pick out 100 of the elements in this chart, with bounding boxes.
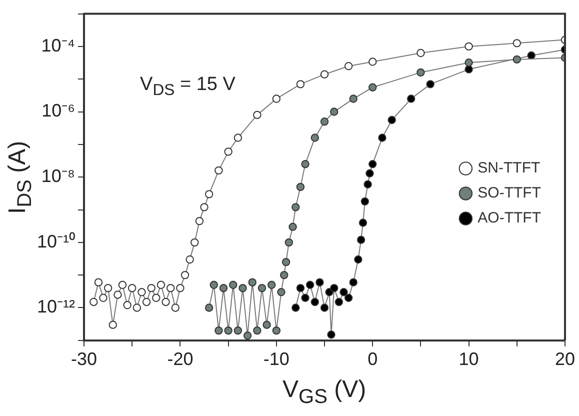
point <box>253 326 262 335</box>
x-tick-label: 20 <box>554 349 576 370</box>
point <box>123 301 132 310</box>
point <box>128 284 136 292</box>
point <box>292 304 300 312</box>
point <box>118 280 127 290</box>
point <box>368 160 377 168</box>
point <box>356 236 366 244</box>
point <box>94 278 103 286</box>
point <box>195 216 204 226</box>
point <box>349 94 358 103</box>
point <box>138 288 146 296</box>
point <box>320 70 329 78</box>
point <box>243 332 252 340</box>
point <box>406 94 416 103</box>
point <box>248 278 256 286</box>
point <box>176 284 184 292</box>
point <box>132 304 142 312</box>
point <box>368 58 377 66</box>
x-axis-title: V$_{GS}$ (V) <box>282 376 366 409</box>
point <box>320 304 329 312</box>
point <box>224 326 232 335</box>
point <box>296 182 305 192</box>
x-tick-label: 10 <box>458 349 479 370</box>
point <box>238 284 247 292</box>
point <box>284 238 294 247</box>
point <box>327 330 336 339</box>
point <box>200 203 208 212</box>
point <box>464 42 473 51</box>
point <box>301 294 310 302</box>
point <box>296 284 305 292</box>
point <box>512 39 521 48</box>
point <box>330 284 338 292</box>
point <box>108 320 117 329</box>
point <box>99 294 108 302</box>
point <box>464 65 473 74</box>
point <box>180 270 190 280</box>
point <box>354 255 362 264</box>
point <box>296 80 305 88</box>
point <box>366 169 374 178</box>
point <box>224 148 232 156</box>
point <box>310 298 319 306</box>
point <box>340 288 348 296</box>
point <box>234 134 242 142</box>
point <box>360 197 370 206</box>
point <box>277 288 286 296</box>
point <box>210 280 218 290</box>
point <box>90 298 98 306</box>
point <box>171 304 180 312</box>
y-tick-label: 10⁻¹⁰ <box>37 231 76 252</box>
point <box>142 298 151 306</box>
y-tick-label: 10⁻⁸ <box>41 166 76 186</box>
point <box>301 160 310 168</box>
point <box>214 166 223 175</box>
point <box>334 298 344 306</box>
point <box>152 294 160 302</box>
point <box>282 258 290 266</box>
point <box>268 280 276 290</box>
point <box>204 190 214 198</box>
point <box>416 48 425 58</box>
point <box>114 290 122 299</box>
point <box>344 62 353 70</box>
legend-label: AO-TTFT <box>478 210 542 227</box>
point <box>166 284 175 292</box>
point <box>292 203 300 212</box>
point <box>416 68 425 77</box>
point <box>229 280 238 290</box>
point <box>310 134 319 142</box>
x-tick-label: -10 <box>263 349 290 370</box>
point <box>512 55 521 64</box>
point <box>288 222 297 231</box>
point <box>147 284 156 292</box>
point <box>349 278 358 286</box>
point <box>204 304 214 312</box>
point <box>219 284 228 292</box>
point <box>344 294 353 302</box>
point <box>320 118 329 126</box>
x-tick-label: -30 <box>71 349 98 370</box>
point <box>253 110 262 120</box>
point <box>364 180 372 188</box>
point <box>280 270 288 280</box>
point <box>368 83 377 92</box>
point <box>190 238 199 247</box>
point <box>162 298 170 306</box>
point <box>316 278 324 286</box>
y-tick-label: 10⁻⁶ <box>42 100 76 121</box>
point <box>378 134 386 142</box>
point <box>156 280 166 290</box>
annotation: V$_{DS}$ = 15 V <box>140 74 236 100</box>
point <box>306 280 314 290</box>
point <box>527 51 536 60</box>
point <box>272 326 281 335</box>
point <box>214 326 223 335</box>
point <box>258 284 266 292</box>
point <box>234 326 242 335</box>
point <box>272 94 281 103</box>
legend-label: SO-TTFT <box>478 184 542 202</box>
point <box>464 58 473 67</box>
x-tick-label: -20 <box>167 349 194 370</box>
point <box>262 320 271 329</box>
